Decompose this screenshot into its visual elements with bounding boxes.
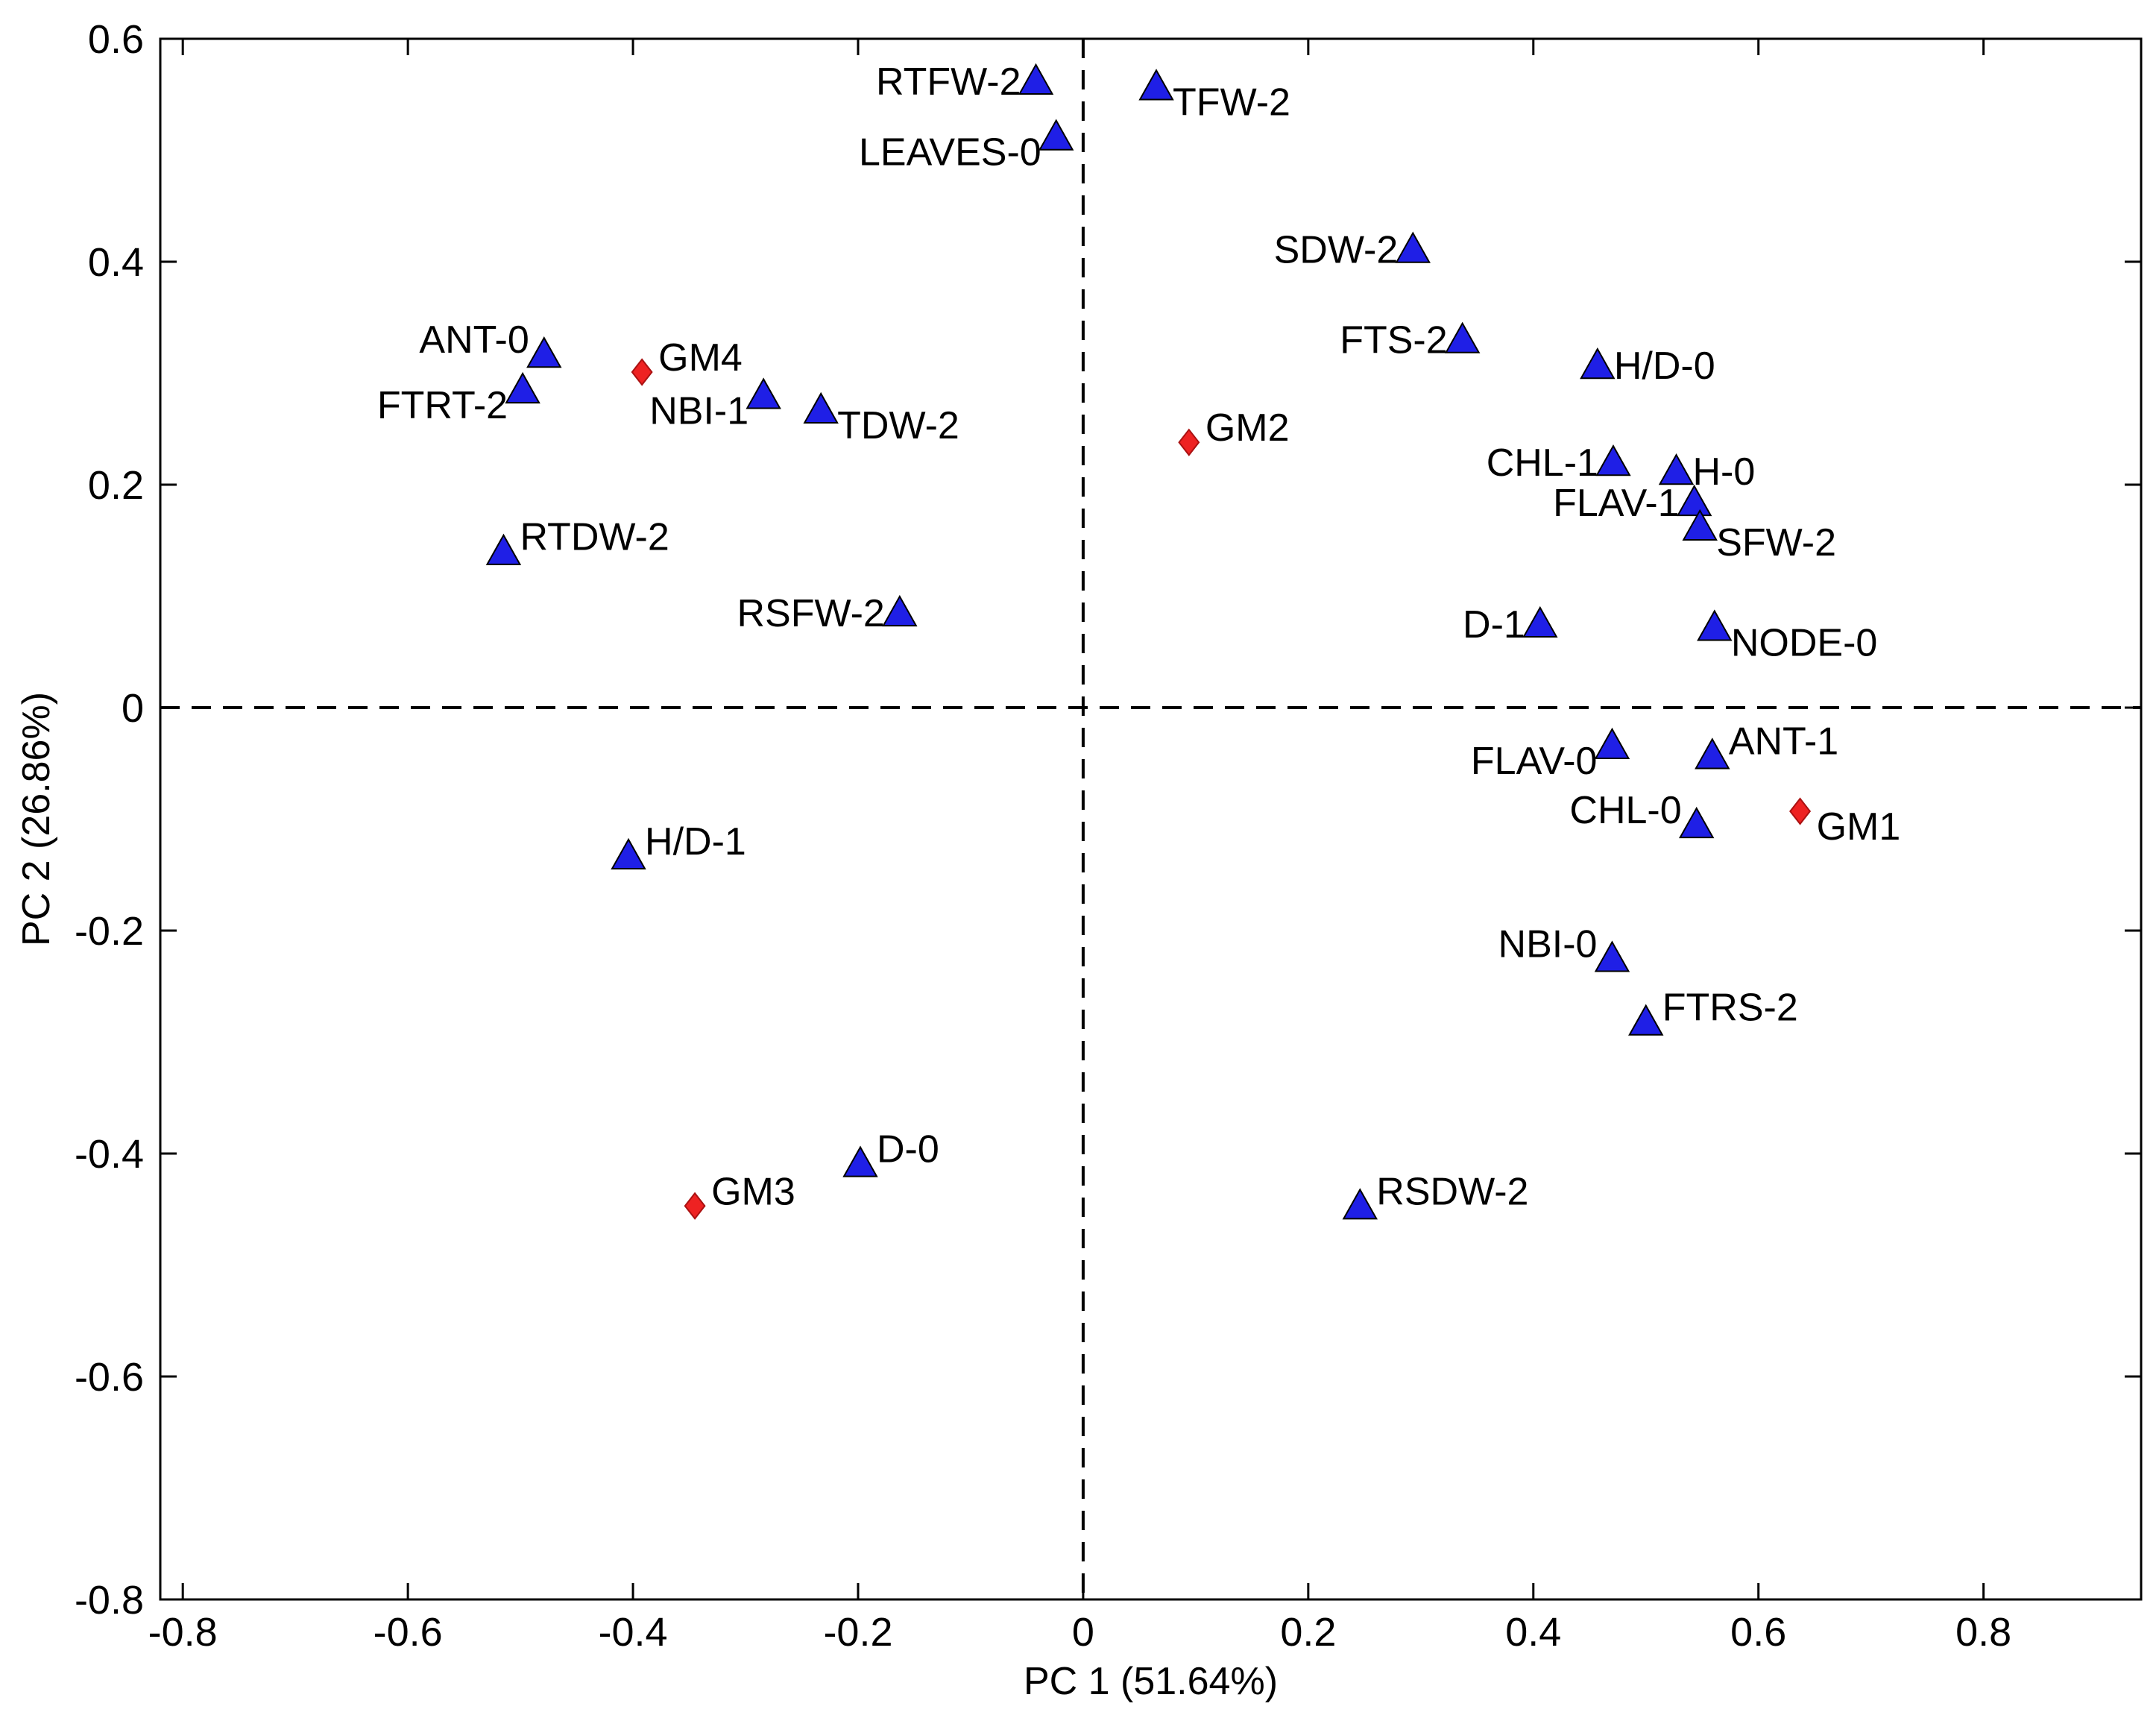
triangle-marker [611,837,646,869]
triangle-marker [1658,453,1695,485]
triangle-marker [1444,321,1481,353]
triangle-marker [1395,231,1431,263]
triangle-marker [1676,484,1712,517]
x-tick-label: 0.2 [1280,1610,1336,1655]
point-label: FTRS-2 [1662,987,1798,1030]
x-tick-label: -0.8 [148,1610,218,1655]
point-label: H/D-0 [1614,344,1715,388]
diamond-marker [1789,797,1812,825]
triangle-marker [1594,727,1630,759]
point-label: CHL-0 [1569,789,1681,832]
y-tick-label: 0.4 [88,240,144,285]
triangle-marker [1695,737,1730,770]
point-label: LEAVES-0 [859,131,1041,174]
x-tick-label: 0.4 [1505,1610,1561,1655]
point-label: RTDW-2 [520,516,669,559]
triangle-marker [1678,806,1715,839]
point-label: TDW-2 [837,404,959,447]
triangle-marker [1682,509,1718,541]
triangle-marker [746,377,781,409]
x-axis-title: PC 1 (51.64%) [1024,1660,1278,1703]
point-label: ANT-1 [1729,720,1838,763]
point-label: H-0 [1693,450,1756,494]
y-axis-title: PC 2 (26.86%) [15,692,58,946]
data-labels: RTFW-2 TFW-2 LEAVES-0 SDW-2 ANT-0 FTRT-2 NBI-1… [377,60,1900,1213]
axis-ticks [160,37,2141,1601]
triangle-marker [1522,605,1558,638]
y-tick-label: -0.4 [75,1132,144,1177]
point-label: GM4 [658,336,743,380]
tick-labels: -0.8 -0.6 -0.4 -0.2 0 0.2 0.4 0.6 0.8 -0.8 -0.6 -0.… [75,17,2011,1655]
point-label: SFW-2 [1716,521,1836,564]
diamond-marker [684,1192,706,1220]
x-tick-label: -0.4 [599,1610,668,1655]
point-label: NBI-0 [1498,922,1598,966]
point-label: D-0 [877,1127,939,1171]
point-label: SDW-2 [1274,229,1399,272]
point-label: FLAV-0 [1471,740,1598,783]
point-label: RTFW-2 [876,60,1021,104]
y-tick-label: 0.2 [88,463,144,508]
triangle-marker [882,594,918,627]
triangle-marker [1595,444,1631,476]
point-label: FLAV-1 [1553,482,1680,525]
triangle-marker [1697,609,1733,641]
triangle-marker [1580,347,1616,380]
triangle-marker [1594,940,1630,972]
point-label: CHL-1 [1487,441,1598,485]
triangle-marker [505,371,540,404]
point-label: D-1 [1463,603,1525,646]
reference-lines [160,39,2141,1599]
y-tick-label: -0.6 [75,1355,144,1400]
point-label: H/D-1 [645,820,746,863]
x-tick-label: 0.8 [1955,1610,2011,1655]
y-tick-label: -0.2 [75,909,144,954]
y-tick-label: 0 [122,686,144,731]
point-label: FTS-2 [1340,319,1447,362]
x-tick-label: 0 [1072,1610,1094,1655]
x-tick-label: -0.6 [373,1610,443,1655]
triangle-marker [526,336,562,368]
y-tick-label: 0.6 [88,17,144,62]
y-tick-label: -0.8 [75,1578,144,1623]
data-markers [485,63,1812,1220]
point-label: NBI-1 [649,389,748,432]
point-label: RSFW-2 [737,592,884,635]
triangle-marker [1628,1004,1664,1036]
triangle-marker [1138,69,1174,101]
point-label: RSDW-2 [1376,1170,1528,1213]
triangle-marker [485,533,522,565]
point-label: ANT-0 [419,318,529,362]
triangle-marker [1018,63,1054,95]
triangle-marker [1038,119,1074,151]
diamond-marker [1178,428,1200,456]
point-label: FTRT-2 [377,384,508,427]
x-tick-label: -0.2 [823,1610,892,1655]
triangle-marker [803,391,839,424]
point-label: GM1 [1817,805,1901,849]
x-tick-label: 0.6 [1730,1610,1786,1655]
plot-frame [159,37,2143,1601]
triangle-marker [842,1145,878,1177]
point-label: GM2 [1205,406,1290,450]
point-label: GM3 [711,1170,795,1213]
diamond-marker [631,358,653,386]
point-label: TFW-2 [1173,81,1290,124]
triangle-marker [1342,1188,1378,1220]
point-label: NODE-0 [1731,621,1877,664]
